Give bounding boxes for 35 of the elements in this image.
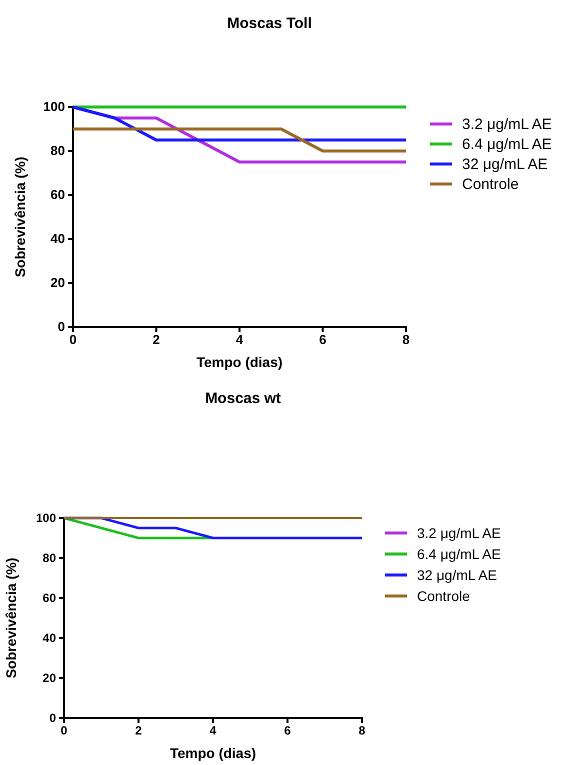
x-tick-label: 6 bbox=[319, 332, 326, 348]
x-tick-label: 4 bbox=[236, 332, 244, 348]
x-tick-label: 8 bbox=[358, 724, 366, 738]
y-tick-label: 20 bbox=[50, 275, 65, 290]
x-axis-title: Tempo (dias) bbox=[196, 354, 283, 370]
legend-label: 6.4 μg/mL AE bbox=[417, 546, 501, 562]
chart-title: Moscas Toll bbox=[227, 15, 312, 32]
x-tick-label: 0 bbox=[69, 332, 77, 348]
x-tick-label: 4 bbox=[210, 724, 217, 738]
x-tick-label: 6 bbox=[284, 724, 292, 738]
legend-label: 3.2 μg/mL AE bbox=[462, 116, 552, 133]
legend-label: 32 μg/mL AE bbox=[417, 567, 497, 583]
x-tick-label: 8 bbox=[402, 332, 410, 348]
x-tick-label: 2 bbox=[135, 724, 142, 738]
y-tick-label: 80 bbox=[42, 550, 56, 565]
legend-label: 3.2 μg/mL AE bbox=[417, 525, 501, 541]
y-axis-title: Sobrevivência (%) bbox=[3, 558, 19, 678]
legend-label: Controle bbox=[417, 588, 470, 604]
x-axis-title: Tempo (dias) bbox=[170, 745, 256, 761]
y-axis-title: Sobrevivência (%) bbox=[12, 156, 28, 278]
y-tick-label: 0 bbox=[58, 319, 65, 334]
y-tick-label: 60 bbox=[50, 187, 65, 202]
y-tick-label: 100 bbox=[43, 99, 65, 114]
y-tick-label: 100 bbox=[36, 510, 56, 525]
y-tick-label: 20 bbox=[42, 670, 56, 685]
y-tick-label: 40 bbox=[50, 231, 65, 246]
x-tick-label: 2 bbox=[152, 332, 160, 348]
y-tick-label: 0 bbox=[49, 710, 56, 725]
y-tick-label: 40 bbox=[42, 630, 56, 645]
legend-label: 6.4 μg/mL AE bbox=[462, 136, 552, 153]
chart-title: Moscas wt bbox=[205, 390, 281, 407]
y-tick-label: 80 bbox=[50, 143, 65, 158]
y-tick-label: 60 bbox=[42, 590, 56, 605]
legend-label: 32 μg/mL AE bbox=[462, 156, 548, 173]
legend-label: Controle bbox=[462, 176, 519, 193]
